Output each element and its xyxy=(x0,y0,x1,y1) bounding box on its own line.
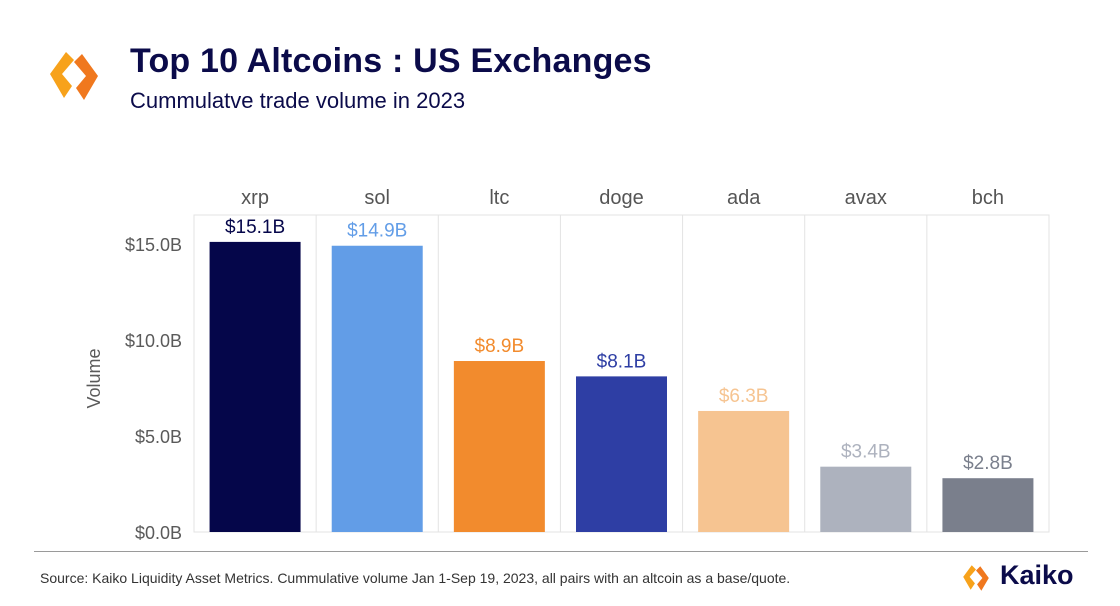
y-axis-title: Volume xyxy=(84,348,104,408)
y-tick-label: $10.0B xyxy=(125,331,182,351)
bar xyxy=(698,410,790,532)
chart-title: Top 10 Altcoins : US Exchanges xyxy=(130,42,652,80)
y-tick-label: $0.0B xyxy=(135,523,182,543)
source-note: Source: Kaiko Liquidity Asset Metrics. C… xyxy=(40,570,791,586)
bar xyxy=(331,245,423,533)
bar xyxy=(209,241,301,532)
bar xyxy=(453,361,545,532)
data-label: $8.1B xyxy=(597,351,647,372)
y-tick-label: $15.0B xyxy=(125,235,182,255)
bar xyxy=(942,478,1034,532)
kaiko-brand-icon xyxy=(963,565,989,591)
data-label: $14.9B xyxy=(347,221,407,242)
chart-header: Top 10 Altcoins : US Exchanges Cummulatv… xyxy=(0,0,1120,130)
bar xyxy=(576,376,667,532)
bar xyxy=(820,466,912,532)
category-label: avax xyxy=(845,187,887,209)
category-label: ltc xyxy=(489,187,509,209)
data-label: $2.8B xyxy=(963,453,1013,474)
footer-divider xyxy=(34,551,1088,552)
brand-name: Kaiko xyxy=(1000,560,1074,590)
category-label: xrp xyxy=(241,187,269,209)
chart-subtitle: Cummulatve trade volume in 2023 xyxy=(130,88,466,113)
category-label: doge xyxy=(599,187,644,209)
y-tick-label: $5.0B xyxy=(135,427,182,447)
data-label: $6.3B xyxy=(719,386,769,407)
data-label: $3.4B xyxy=(841,442,891,463)
data-label: $8.9B xyxy=(475,336,525,357)
data-label: $15.1B xyxy=(225,217,285,238)
kaiko-logo-icon xyxy=(50,52,98,100)
brand-logo: Kaiko xyxy=(960,560,1090,596)
category-label: sol xyxy=(364,187,390,209)
category-label: bch xyxy=(972,187,1004,209)
category-label: ada xyxy=(727,187,761,209)
bar-chart: $0.0B $5.0B $10.0B $15.0B Volume xrp $15.1B sol… xyxy=(84,187,1050,543)
